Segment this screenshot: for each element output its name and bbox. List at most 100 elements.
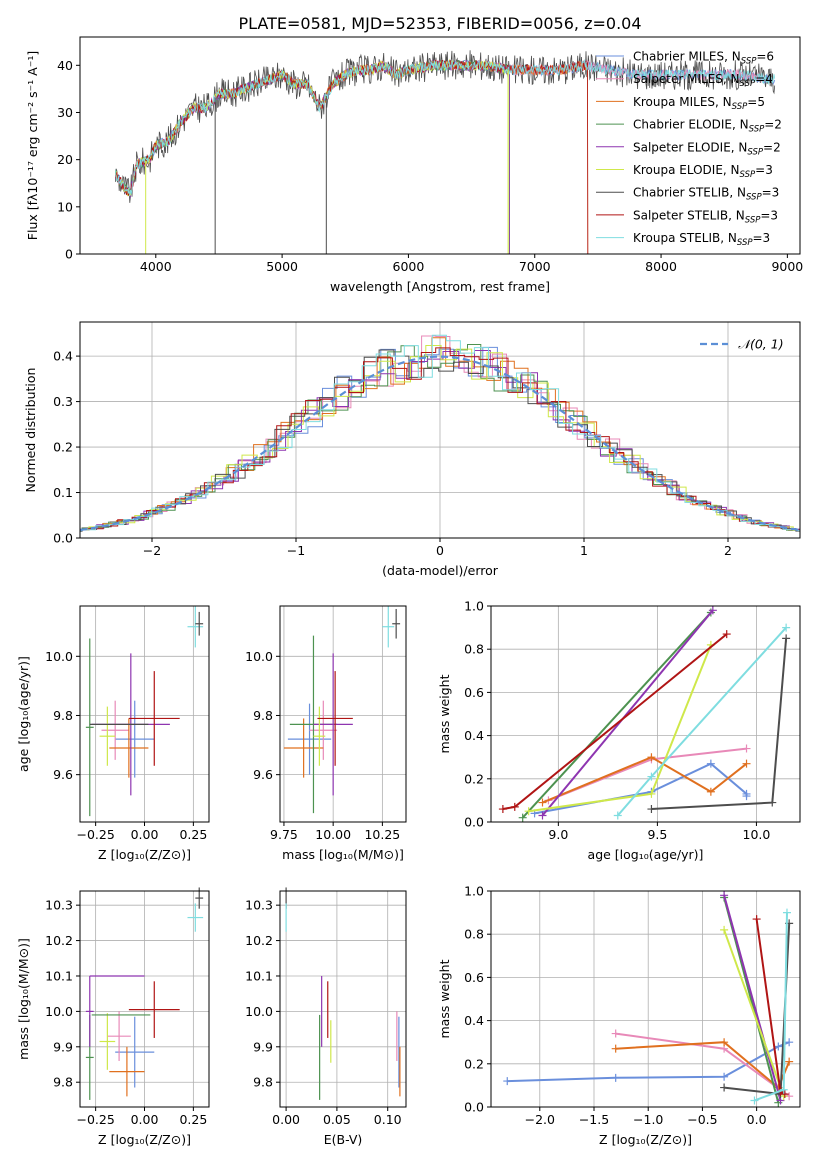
axes-frame: [79, 321, 801, 539]
legend-label: Chabrier MILES, NSSP=6: [633, 50, 774, 67]
x-axis-label: age [log₁₀(age/yr)]: [588, 847, 704, 862]
series-line: [502, 633, 728, 810]
data-point: [782, 634, 791, 643]
y-tick-label: 1.0: [464, 884, 484, 899]
series-line: [541, 609, 714, 817]
x-tick-label: 4000: [140, 259, 172, 274]
data-point: [779, 1085, 788, 1094]
data-point: [722, 630, 731, 639]
panel-1: −2 −1 0 1 2 0.0 0.1 0.2 0.3 0.4 (data-model)/error…: [23, 321, 801, 578]
data-point: [538, 811, 547, 820]
spectrum-line: [115, 60, 589, 254]
data-point: [518, 813, 527, 822]
x-tick-label: −1: [287, 543, 305, 558]
legend: Chabrier MILES, NSSP=6 Salpeter MILES, NS…: [596, 50, 782, 248]
plot-area: [85, 887, 204, 1100]
series-line: [723, 929, 785, 1097]
y-axis-label: Flux [fλ10⁻¹⁷ erg cm⁻² s⁻¹ A⁻¹]: [25, 51, 40, 240]
y-axis-label: Normed distribution: [23, 368, 38, 493]
series-line: [521, 611, 712, 819]
axes-frame: [79, 36, 801, 255]
y-tick-label: 10.3: [45, 898, 73, 913]
x-tick-label: 0.00: [272, 1112, 300, 1127]
y-tick-label: 30: [57, 105, 73, 120]
x-tick-label: −0.25: [76, 1112, 114, 1127]
x-tick-label: 9.0: [548, 827, 568, 842]
panel-6: 0.00 0.05 0.10 9.8 9.9 10.0 10.1 10.2 10.3 E(B-V): [245, 887, 407, 1147]
legend-label: Kroupa STELIB, NSSP=3: [633, 231, 770, 248]
y-tick-label: 0.8: [464, 927, 484, 942]
y-tick-label: 0.6: [464, 970, 484, 985]
y-axis-label: mass weight: [437, 674, 452, 753]
data-point: [752, 915, 761, 924]
spectrum-line: [115, 59, 510, 254]
x-tick-label: 0.25: [179, 827, 207, 842]
data-point: [538, 798, 547, 807]
data-point: [611, 1029, 620, 1038]
y-tick-label: 9.6: [253, 767, 273, 782]
legend-label: 𝒩(0, 1): [738, 337, 784, 352]
x-tick-label: 10.25: [364, 827, 400, 842]
data-point: [706, 759, 715, 768]
x-tick-label: −0.25: [76, 827, 114, 842]
y-tick-label: 0.0: [464, 815, 484, 830]
legend-label: Chabrier ELODIE, NSSP=2: [633, 118, 782, 135]
data-point: [720, 1072, 729, 1081]
y-tick-label: 10.2: [245, 933, 273, 948]
x-axis-label: Z [log₁₀(Z/Z⊙)]: [599, 1132, 692, 1147]
data-point: [780, 1090, 789, 1099]
data-point: [720, 1083, 729, 1092]
y-tick-label: 0.4: [464, 728, 484, 743]
y-tick-label: 10.0: [245, 649, 273, 664]
data-point: [613, 811, 622, 820]
y-tick-label: 9.8: [53, 708, 73, 723]
y-tick-label: 10.0: [45, 1004, 73, 1019]
x-tick-label: −2: [143, 543, 161, 558]
y-tick-label: 10: [57, 199, 73, 214]
legend-label: Kroupa MILES, NSSP=5: [633, 95, 765, 112]
data-point: [708, 606, 717, 615]
y-tick-label: 9.8: [53, 1075, 73, 1090]
data-point: [706, 787, 715, 796]
plot-area: [285, 887, 401, 1100]
spectrum-line: [115, 50, 776, 203]
legend-label: Salpeter STELIB, NSSP=3: [633, 208, 778, 225]
y-axis-label: mass [log₁₀(M/M⊙)]: [16, 938, 31, 1060]
y-tick-label: 9.8: [253, 708, 273, 723]
data-point: [742, 759, 751, 768]
data-point: [742, 744, 751, 753]
axes-frame: [279, 890, 407, 1108]
y-tick-label: 10.0: [45, 649, 73, 664]
plot-area: [85, 606, 204, 817]
y-tick-label: 0.0: [464, 1100, 484, 1115]
spectrum-line: [115, 58, 776, 196]
data-point: [720, 1038, 729, 1047]
x-tick-label: −0.5: [687, 1112, 717, 1127]
x-tick-label: 5000: [266, 259, 298, 274]
x-tick-label: 10.00: [315, 827, 351, 842]
y-tick-label: 0.8: [464, 642, 484, 657]
data-point: [785, 1057, 794, 1066]
x-axis-label: Z [log₁₀(Z/Z⊙)]: [98, 1132, 191, 1147]
plot-area: [503, 891, 794, 1107]
y-tick-label: 0.3: [53, 394, 73, 409]
axes-frame: [490, 890, 801, 1108]
data-point: [647, 789, 656, 798]
x-tick-label: 9000: [771, 259, 803, 274]
x-tick-label: 0.00: [131, 827, 159, 842]
y-tick-label: 10.0: [245, 1004, 273, 1019]
panel-5: −0.25 0.00 0.25 9.8 9.9 10.0 10.1 10.2 10.3 Z [lo…: [16, 887, 210, 1147]
legend-label: Chabrier STELIB, NSSP=3: [633, 186, 779, 203]
x-axis-label: wavelength [Angstrom, rest frame]: [330, 279, 550, 294]
data-point: [782, 908, 791, 917]
series-line: [723, 895, 782, 1101]
x-tick-label: 10.0: [743, 827, 771, 842]
x-tick-label: 0: [436, 543, 444, 558]
x-tick-label: 8000: [645, 259, 677, 274]
y-tick-label: 0.2: [53, 440, 73, 455]
x-tick-label: 0.10: [374, 1112, 402, 1127]
x-tick-label: 1: [580, 543, 588, 558]
y-tick-label: 0.2: [464, 771, 484, 786]
data-point: [611, 1073, 620, 1082]
y-tick-label: 10.3: [245, 898, 273, 913]
